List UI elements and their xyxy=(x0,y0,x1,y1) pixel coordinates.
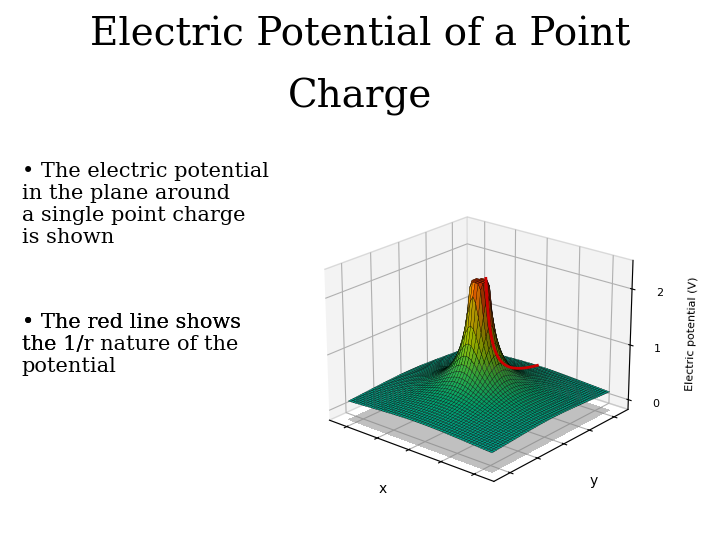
X-axis label: x: x xyxy=(379,482,387,496)
Text: • The red line shows
the 1/: • The red line shows the 1/ xyxy=(22,313,240,354)
Text: Electric Potential of a Point: Electric Potential of a Point xyxy=(90,16,630,53)
Y-axis label: y: y xyxy=(590,474,598,488)
Text: Charge: Charge xyxy=(288,78,432,116)
Text: • The red line shows
the 1/r nature of the
potential: • The red line shows the 1/r nature of t… xyxy=(22,313,240,376)
Text: • The electric potential
in the plane around
a single point charge
is shown: • The electric potential in the plane ar… xyxy=(22,162,269,247)
